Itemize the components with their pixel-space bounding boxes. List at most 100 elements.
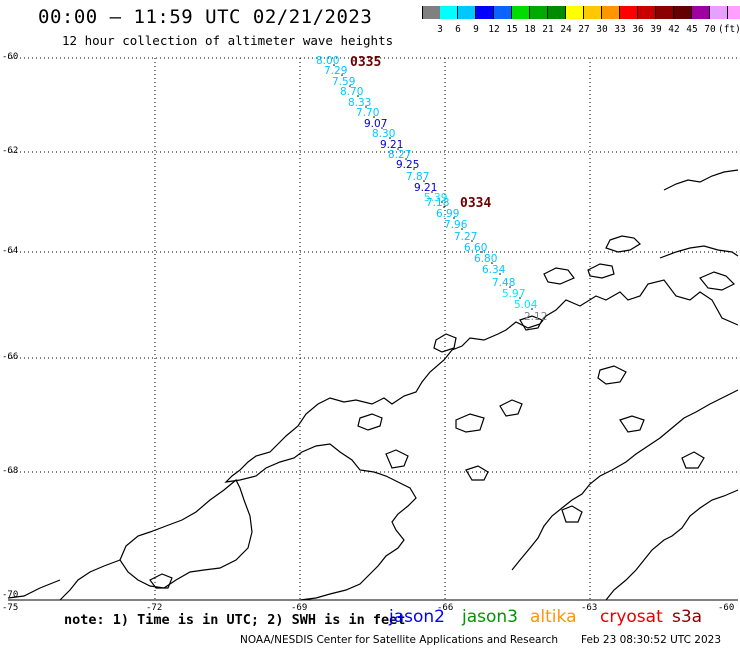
legend-label: 27 — [578, 24, 590, 35]
lat-label-60: -60 — [2, 52, 19, 62]
track-point — [471, 240, 473, 242]
lon-label-66: -66 — [437, 603, 454, 613]
lat-label-66: -66 — [2, 352, 19, 362]
swh-labels: 8.007.297.598.708.337.709.078.309.218.27… — [316, 55, 547, 323]
track-point — [341, 74, 343, 76]
page-title: 00:00 – 11:59 UTC 02/21/2023 — [38, 6, 373, 28]
legend-label: 18 — [524, 24, 536, 35]
swh-label: 7.18 — [426, 197, 449, 209]
track-point — [443, 206, 445, 208]
lat-label-70: -70 — [2, 590, 19, 600]
swh-label: 7.87 — [406, 171, 429, 183]
legend-swatch — [422, 6, 441, 19]
lat-label-62: -62 — [2, 146, 19, 156]
track-point — [481, 251, 483, 253]
swh-label: 9.07 — [364, 118, 387, 130]
legend-label: 9 — [473, 24, 479, 35]
altimeter-track — [333, 64, 543, 322]
legend-swatch — [440, 6, 458, 19]
legend-label: 3 — [437, 24, 443, 35]
legend-label: 45 — [686, 24, 698, 35]
track-point — [349, 85, 351, 87]
swh-label: 9.25 — [396, 159, 419, 171]
legend-label: 15 — [506, 24, 518, 35]
legend-swatch — [548, 6, 566, 19]
track-point — [373, 116, 375, 118]
swh-label: 5.39 — [424, 192, 447, 204]
legend-swatch — [566, 6, 584, 19]
swh-label: 7.70 — [356, 107, 379, 119]
swh-label: 6.80 — [474, 253, 497, 265]
lon-label-60: -60 — [718, 603, 735, 613]
swh-label: 6.99 — [436, 208, 459, 220]
track-point — [531, 308, 533, 310]
legend-label: 21 — [542, 24, 554, 35]
track-point — [397, 148, 399, 150]
track-label-0335: 0335 — [350, 55, 381, 70]
generated-timestamp: Feb 23 08:30:52 UTC 2023 — [581, 634, 721, 646]
legend-swatch — [494, 6, 512, 19]
swh-label: 7.59 — [332, 76, 355, 88]
track-point — [461, 228, 463, 230]
track-label-0334: 0334 — [460, 196, 491, 211]
track-point — [453, 217, 455, 219]
swh-label: 9.21 — [414, 182, 437, 194]
sat-legend-jason2: jason2 — [389, 607, 445, 627]
lon-label-69: -69 — [291, 603, 308, 613]
swh-label: 8.00 — [316, 55, 339, 67]
swh-label: 6.60 — [464, 242, 487, 254]
track-point — [441, 201, 443, 203]
lat-label-68: -68 — [2, 466, 19, 476]
legend-swatch — [584, 6, 602, 19]
legend-swatch — [458, 6, 476, 19]
swh-label: 5.97 — [502, 288, 525, 300]
swh-label: 6.34 — [482, 264, 506, 276]
legend-label: 39 — [650, 24, 662, 35]
sat-legend-jason3: jason3 — [462, 607, 518, 627]
swh-label: 7.29 — [324, 65, 347, 77]
track-point — [519, 297, 521, 299]
track-point — [389, 137, 391, 139]
legend-swatch — [476, 6, 494, 19]
footer-note: note: 1) Time is in UTC; 2) SWH is in fe… — [64, 612, 406, 628]
legend-swatch — [692, 6, 710, 19]
lon-label-63: -63 — [581, 603, 598, 613]
coastline — [7, 169, 739, 601]
legend-swatch — [656, 6, 674, 19]
track-point — [541, 320, 543, 322]
swh-label: 8.30 — [372, 128, 395, 140]
page-subtitle: 12 hour collection of altimeter wave hei… — [62, 33, 394, 48]
track-point — [413, 168, 415, 170]
legend-label: 30 — [596, 24, 608, 35]
swh-label: 8.70 — [340, 86, 363, 98]
swh-label: 5.04 — [514, 299, 538, 311]
sat-legend-altika: altika — [530, 607, 577, 627]
lon-label-72: -72 — [146, 603, 163, 613]
legend-label: 24 — [560, 24, 572, 35]
legend-swatch — [620, 6, 638, 19]
credit-line: NOAA/NESDIS Center for Satellite Applica… — [240, 634, 558, 646]
swh-label: 8.27 — [388, 149, 411, 161]
legend-label: 36 — [632, 24, 644, 35]
legend-label: (ft) — [718, 24, 740, 35]
track-point — [499, 273, 501, 275]
track-point — [333, 64, 335, 66]
track-point — [491, 262, 493, 264]
legend-swatch — [512, 6, 530, 19]
legend-label: 12 — [488, 24, 500, 35]
legend-swatch — [728, 6, 740, 19]
legend-label: 70 — [704, 24, 716, 35]
track-point — [431, 191, 433, 193]
track-point — [357, 95, 359, 97]
lat-label-64: -64 — [2, 246, 19, 256]
track-point — [405, 158, 407, 160]
swh-label: 2.12 — [524, 311, 547, 323]
legend-swatch — [602, 6, 620, 19]
swh-label: 7.27 — [454, 231, 477, 243]
track-point — [423, 180, 425, 182]
swh-label: 9.21 — [380, 139, 403, 151]
lon-label-75: -75 — [2, 603, 19, 613]
legend-swatch — [674, 6, 692, 19]
swh-label: 7.96 — [444, 219, 468, 231]
